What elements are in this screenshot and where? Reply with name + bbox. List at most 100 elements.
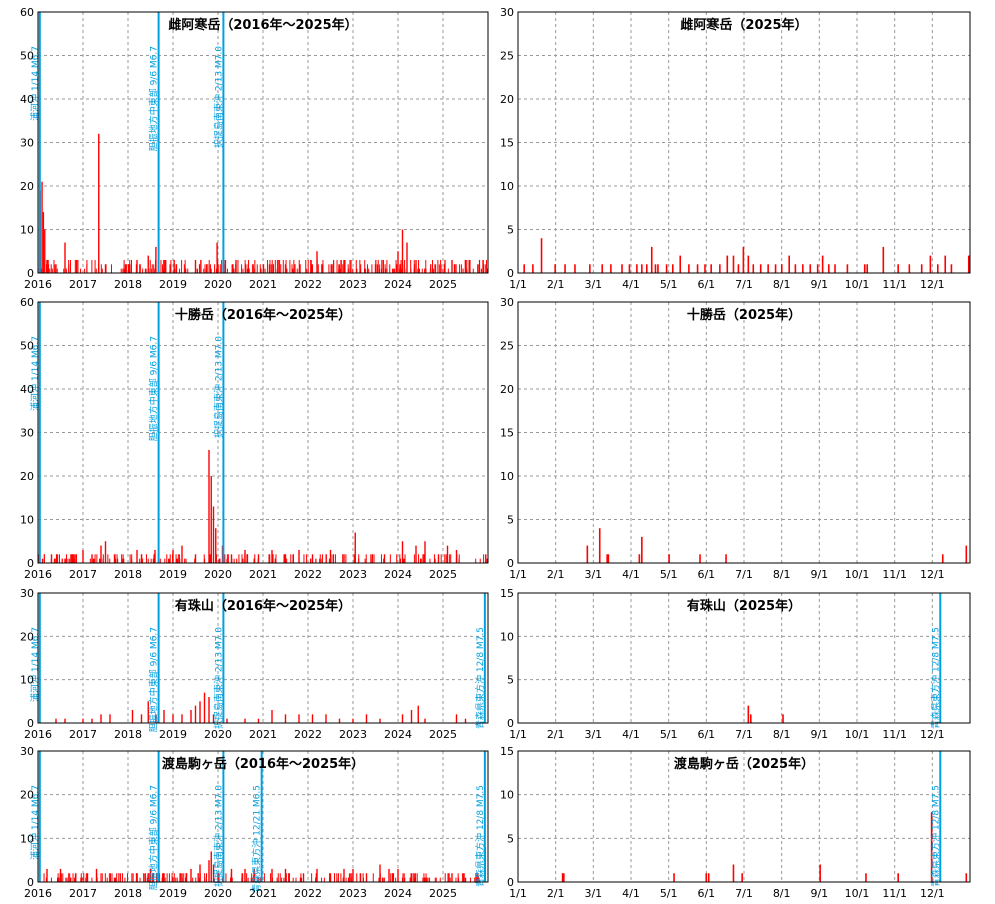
x-tick-label: 2024 [384, 887, 412, 900]
event-marker-label: 胆振地方中東部 9/6 M6.7 [148, 627, 160, 732]
x-tick-label: 2020 [204, 278, 232, 291]
y-tick-label: 20 [20, 180, 34, 193]
y-tick-label: 10 [20, 832, 34, 845]
y-tick-label: 0 [27, 876, 34, 889]
chart-panel-5: 青森県東方沖 12/8 M7.5 0 5 10 15 1/1 2/1 3/1 4/1 5/1 6/1… [500, 587, 971, 741]
x-tick-label: 4/1 [622, 278, 640, 291]
event-marker-label: 青森県東方沖 12/8 M7.5 [474, 785, 486, 887]
x-tick-label: 9/1 [810, 887, 828, 900]
plot-frame [37, 592, 489, 724]
chart-panel-2: 浦河沖 1/14 M6.7 胆振地方中東部 9/6 M6.7 択捉島南東沖 2/13… [20, 296, 489, 581]
x-tick-label: 2025 [429, 568, 457, 581]
y-tick-label: 0 [507, 876, 514, 889]
y-tick-label: 5 [507, 674, 514, 687]
x-tick-label: 2021 [249, 278, 277, 291]
y-tick-label: 60 [20, 296, 34, 309]
y-tick-label: 20 [20, 789, 34, 802]
x-tick-label: 2017 [69, 887, 97, 900]
x-tick-label: 5/1 [660, 568, 678, 581]
x-tick-label: 2025 [429, 278, 457, 291]
x-tick-label: 2018 [114, 278, 142, 291]
x-tick-label: 4/1 [622, 568, 640, 581]
x-tick-label: 5/1 [660, 278, 678, 291]
x-tick-label: 2021 [249, 568, 277, 581]
y-tick-label: 40 [20, 383, 34, 396]
y-tick-label: 10 [20, 674, 34, 687]
event-marker-label: 択捉島南東沖 2/13 M7.0 [212, 627, 224, 729]
y-tick-label: 15 [500, 587, 514, 600]
x-tick-label: 2/1 [547, 278, 565, 291]
chart-panel-7: 青森県東方沖 12/8 M7.5 0 5 10 15 1/1 2/1 3/1 4/1 5/1 6/1… [500, 745, 971, 900]
y-tick-label: 0 [507, 717, 514, 730]
plot-frame [37, 750, 489, 883]
y-tick-label: 30 [500, 6, 514, 19]
y-tick-label: 10 [500, 470, 514, 483]
chart-title: 有珠山（2016年～2025年） [175, 598, 351, 614]
x-tick-label: 2017 [69, 278, 97, 291]
x-tick-label: 2022 [294, 728, 322, 741]
event-marker-label: 胆振地方中東部 9/6 M6.7 [148, 336, 160, 441]
x-tick-label: 2022 [294, 568, 322, 581]
chart-panel-4: 浦河沖 1/14 M6.7 胆振地方中東部 9/6 M6.7 択捉島南東沖 2/13… [20, 587, 489, 741]
chart-title: 有珠山（2025年） [687, 598, 801, 614]
chart-panel-1: 0 5 10 15 20 25 30 1/1 2/1 3/1 4/1 5/1 6/1 7/1 8/1 9/1 1… [500, 6, 971, 291]
x-tick-label: 2017 [69, 568, 97, 581]
x-tick-label: 2019 [159, 568, 187, 581]
x-tick-label: 7/1 [735, 728, 753, 741]
x-tick-label: 2020 [204, 568, 232, 581]
y-tick-label: 15 [500, 745, 514, 758]
y-tick-label: 10 [20, 514, 34, 527]
y-tick-label: 0 [27, 557, 34, 570]
x-tick-label: 2025 [429, 887, 457, 900]
x-tick-label: 2/1 [547, 887, 565, 900]
x-tick-label: 3/1 [584, 568, 602, 581]
x-tick-label: 1/1 [509, 278, 527, 291]
x-tick-label: 2016 [24, 278, 52, 291]
x-tick-label: 2020 [204, 887, 232, 900]
event-marker-label: 青森県東方沖 12/8 M7.5 [474, 627, 486, 729]
y-tick-label: 50 [20, 50, 34, 63]
x-tick-label: 1/1 [509, 887, 527, 900]
x-tick-label: 3/1 [584, 728, 602, 741]
x-tick-label: 12/1 [920, 278, 945, 291]
x-tick-label: 7/1 [735, 887, 753, 900]
chart-title: 雌阿寒岳（2025年） [680, 17, 807, 33]
chart-panel-0: 浦河沖 1/14 M6.7 胆振地方中東部 9/6 M6.7 択捉島南東沖 2/13… [20, 6, 489, 291]
y-tick-label: 25 [500, 340, 514, 353]
x-tick-label: 2023 [339, 887, 367, 900]
event-marker-label: 胆振地方中東部 9/6 M6.7 [148, 785, 160, 890]
x-tick-label: 2021 [249, 728, 277, 741]
y-tick-label: 5 [507, 224, 514, 237]
x-tick-label: 9/1 [810, 568, 828, 581]
event-marker-label: 択捉島南東沖 2/13 M7.0 [212, 785, 224, 887]
chart-title: 雌阿寒岳（2016年～2025年） [168, 17, 357, 33]
chart-title: 渡島駒ヶ岳（2016年～2025年） [162, 756, 364, 772]
y-tick-label: 15 [500, 427, 514, 440]
x-tick-label: 2/1 [547, 568, 565, 581]
y-tick-label: 0 [27, 717, 34, 730]
x-tick-label: 8/1 [773, 887, 791, 900]
x-tick-label: 2019 [159, 887, 187, 900]
x-tick-label: 7/1 [735, 278, 753, 291]
event-marker-label: 青森県東方沖 12/8 M7.5 [929, 627, 941, 729]
chart-title: 渡島駒ヶ岳（2025年） [674, 756, 814, 772]
y-tick-label: 5 [507, 514, 514, 527]
x-tick-label: 6/1 [697, 887, 715, 900]
chart-title: 十勝岳（2025年） [687, 307, 801, 323]
plot-frame [37, 301, 489, 564]
x-tick-label: 8/1 [773, 278, 791, 291]
y-tick-label: 0 [507, 557, 514, 570]
x-tick-label: 4/1 [622, 728, 640, 741]
x-tick-label: 6/1 [697, 728, 715, 741]
y-tick-label: 10 [500, 630, 514, 643]
x-tick-label: 11/1 [882, 728, 907, 741]
x-tick-label: 2018 [114, 568, 142, 581]
y-tick-label: 15 [500, 137, 514, 150]
x-tick-label: 11/1 [882, 887, 907, 900]
chart-panel-3: 0 5 10 15 20 25 30 1/1 2/1 3/1 4/1 5/1 6/1 7/1 8/1 9/1 1… [500, 296, 971, 581]
y-tick-label: 30 [20, 745, 34, 758]
y-tick-label: 40 [20, 93, 34, 106]
x-tick-label: 2016 [24, 568, 52, 581]
x-tick-label: 2017 [69, 728, 97, 741]
x-tick-label: 2021 [249, 887, 277, 900]
